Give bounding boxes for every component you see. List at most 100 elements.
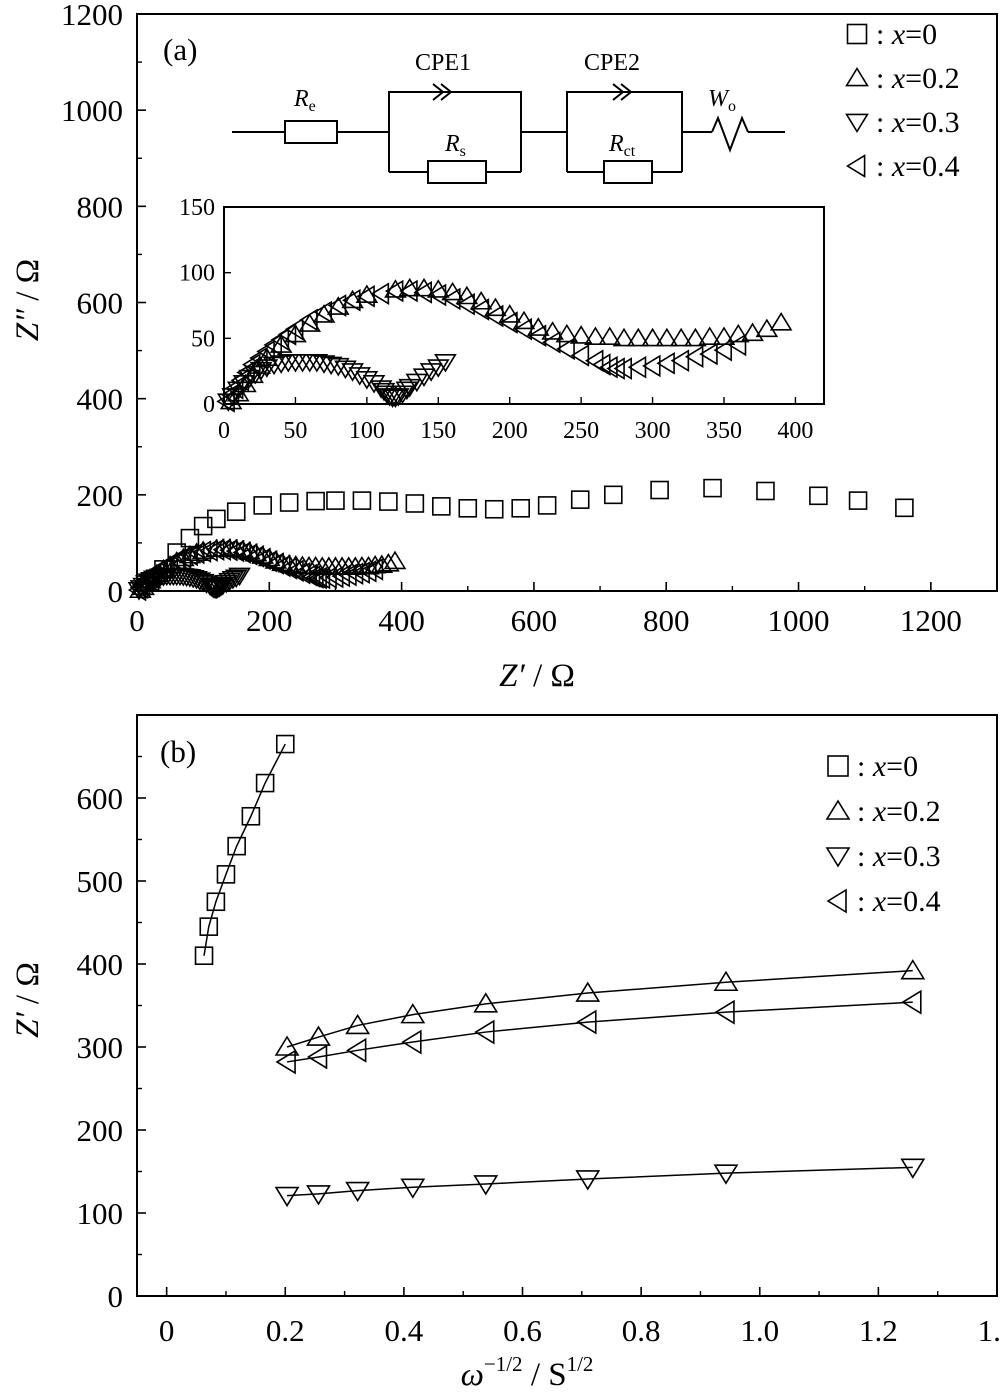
data-point: [473, 992, 499, 1013]
inset-data-point: [355, 371, 379, 390]
label-sub: s: [460, 143, 466, 160]
inset-x-tick-label: 350: [706, 418, 742, 444]
series-line: [286, 1001, 913, 1063]
legend-marker: [827, 755, 849, 777]
y-tick-label: 200: [77, 478, 124, 513]
label-rct: Rct: [608, 131, 636, 160]
inset-y-tick-label: 150: [179, 195, 215, 221]
x-tick-label: 200: [246, 603, 293, 638]
inset-x-tick-label: 100: [349, 418, 385, 444]
data-point: [275, 1049, 296, 1075]
data-point: [345, 1181, 371, 1203]
data-point: [218, 572, 241, 592]
label-wo: Wo: [708, 86, 736, 115]
inset-x-tick-label: 0: [218, 418, 230, 444]
data-point: [129, 576, 149, 599]
data-point: [205, 538, 225, 561]
inset-y-tick-label: 50: [191, 326, 215, 352]
cpe2-symbol: [612, 83, 625, 101]
data-point: [714, 999, 735, 1025]
inset-data-point: [669, 327, 693, 347]
legend-label: : x=0.4: [857, 885, 941, 918]
legend-var: x: [891, 18, 906, 51]
inset-x-tick-label: 200: [492, 418, 528, 444]
data-point: [199, 917, 219, 936]
data-point: [326, 491, 345, 510]
series-x=0.2: [274, 959, 926, 1056]
inset-data-point: [727, 333, 747, 357]
legend-var: x: [891, 106, 906, 139]
data-point: [901, 989, 922, 1015]
inset-data-point: [584, 326, 607, 346]
y-tick-label: 0: [108, 1279, 124, 1314]
label-main: R: [293, 86, 309, 112]
inset-data-point: [313, 300, 333, 324]
legend-sep: :: [857, 750, 873, 783]
x-axis-exponent: −1/2: [484, 1352, 523, 1376]
data-point: [194, 946, 214, 966]
label-main: R: [608, 131, 624, 157]
inset-data-point: [769, 312, 793, 331]
inset-data-point: [470, 298, 490, 321]
label-cpe1: CPE1: [415, 50, 471, 76]
data-point: [285, 559, 304, 583]
panel-label: (a): [163, 32, 197, 67]
inset-x-tick-label: 150: [420, 418, 456, 444]
label-cpe2: CPE2: [584, 50, 640, 76]
inset-data-point: [542, 330, 561, 354]
warburg-element: [711, 115, 749, 153]
inset-data-point: [342, 288, 361, 312]
inset-data-point: [626, 327, 650, 347]
legend-var: x: [872, 795, 887, 828]
x-axis-unit-exponent: 1/2: [567, 1352, 594, 1376]
data-point: [238, 543, 258, 566]
legend-value: =0.3: [886, 840, 940, 873]
data-point: [895, 498, 914, 518]
series-line: [203, 743, 286, 956]
inset-data-point: [249, 361, 273, 381]
data-point: [226, 502, 246, 521]
data-point: [179, 543, 198, 567]
data-point: [252, 547, 271, 571]
data-point: [358, 559, 377, 583]
data-point: [306, 1044, 328, 1070]
legend-sep: :: [857, 885, 873, 918]
data-point: [308, 566, 327, 590]
x-tick-label: 0: [129, 603, 145, 638]
series-line: [286, 969, 913, 1048]
legend-value: =0: [905, 18, 937, 51]
inset-data-point: [699, 342, 718, 366]
x-tick-label: 1.2: [859, 1313, 898, 1348]
inset-data-point: [555, 323, 579, 343]
inset-data-point: [513, 317, 533, 341]
data-point: [195, 575, 218, 594]
label-main: R: [444, 131, 460, 157]
inset-data-point: [556, 337, 575, 361]
x-tick-label: 0.6: [503, 1313, 542, 1348]
y-axis-unit: / Ω: [10, 259, 46, 309]
data-point: [576, 1009, 597, 1035]
data-point: [306, 1025, 331, 1046]
data-point: [346, 1037, 367, 1063]
panel-a: 0 200 400 600 800 1000 12000200400600800100012…: [10, 0, 998, 694]
inset-data-point: [230, 369, 250, 392]
data-point: [703, 478, 722, 498]
inset-x-tick-label: 300: [635, 418, 671, 444]
data-point: [265, 552, 284, 575]
inset-data-point: [356, 284, 375, 308]
legend-var: x: [891, 62, 906, 95]
legend-sep: :: [876, 62, 892, 95]
series-x=0.4: [275, 989, 922, 1075]
y-tick-label: 200: [77, 1113, 124, 1148]
inset-data-point: [698, 326, 722, 346]
legend-var: x: [872, 885, 887, 918]
data-point: [274, 1186, 300, 1208]
equivalent-circuit: [232, 83, 785, 184]
inset-series-x=0.3: [216, 353, 457, 412]
y-axis-symbol: Z″: [10, 308, 46, 341]
x-axis-symbol: ω: [461, 1357, 484, 1393]
data-point: [575, 1170, 601, 1191]
x-tick-label: 1000: [768, 603, 830, 638]
legend-value: =0.4: [905, 150, 959, 183]
data-point: [474, 1019, 495, 1045]
